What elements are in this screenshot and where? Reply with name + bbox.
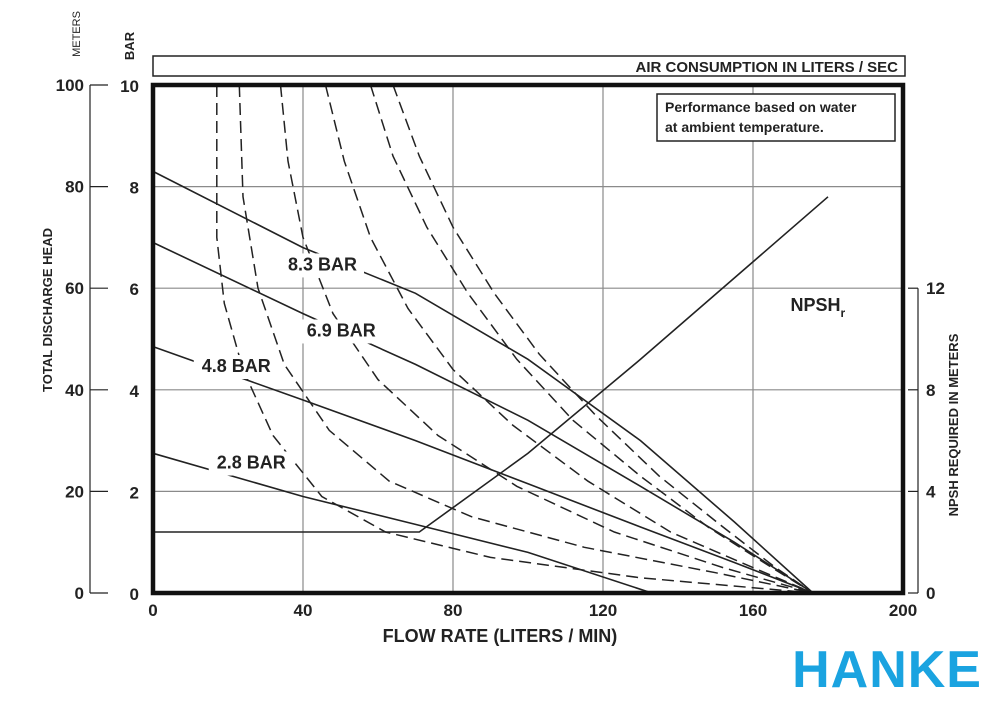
pressure-curve-6-9-BAR [152, 241, 814, 594]
note-line-1: Performance based on water [665, 99, 857, 115]
note-line-2: at ambient temperature. [665, 119, 824, 135]
x-tick-label: 80 [444, 601, 463, 620]
x-tick-label: 200 [889, 601, 917, 620]
pressure-label-bg [208, 451, 293, 476]
y-axis-unit-meters: METERS [71, 11, 83, 57]
y-axis-title-right: NPSH REQUIRED IN METERS [946, 333, 961, 516]
pressure-label-bg [193, 355, 278, 380]
air-curve-12 [279, 84, 814, 594]
bar-tick-label: 2 [130, 483, 139, 502]
pressure-label-bg [280, 253, 364, 278]
bar-tick-label: 10 [120, 77, 139, 96]
air-curve-5 [216, 85, 814, 594]
pressure-curve-2-8-BAR [152, 452, 653, 594]
x-tick-label: 40 [294, 601, 313, 620]
air-consumption-header-box [152, 55, 906, 77]
npsh-tick-label: 4 [926, 482, 936, 501]
air-curve-8 [238, 84, 814, 594]
axes-layer: 5812162022020406080100024681004812040801… [56, 60, 945, 620]
meters-tick-label: 0 [75, 584, 84, 603]
bar-tick-label: 0 [130, 585, 139, 604]
bar-tick-label: 6 [130, 280, 139, 299]
pressure-label: 6.9 BAR [307, 320, 376, 340]
x-tick-label: 120 [589, 601, 617, 620]
meters-tick-label: 100 [56, 76, 84, 95]
pressure-label: 2.8 BAR [217, 453, 286, 473]
npsh-tick-label: 0 [926, 584, 935, 603]
meters-tick-label: 60 [65, 279, 84, 298]
pressure-curve-4-8-BAR [152, 345, 814, 594]
note-box [656, 93, 896, 142]
meters-tick-label: 40 [65, 381, 84, 400]
npsh-curve [153, 196, 829, 533]
pressure-curve-8-3-BAR [152, 170, 814, 594]
npsh-tick-label: 8 [926, 381, 935, 400]
brand-logo: HANKE [792, 641, 982, 699]
air-curve-16 [324, 84, 814, 594]
series-layer: 8.3 BAR 6.9 BAR 4.8 BAR 2.8 BAR NPSHr [152, 84, 846, 594]
y-axis-unit-bar: BAR [122, 31, 137, 60]
plot-frame [150, 82, 906, 596]
x-tick-label: 0 [148, 601, 157, 620]
bar-tick-label: 4 [130, 382, 140, 401]
y-axis-title-left: TOTAL DISCHARGE HEAD [40, 228, 55, 392]
air-curve-20 [369, 84, 814, 594]
npsh-label-subscript: r [841, 306, 846, 320]
meters-tick-label: 20 [65, 482, 84, 501]
meters-tick-label: 80 [65, 178, 84, 197]
x-axis-title: FLOW RATE (LITERS / MIN) [383, 626, 618, 646]
pressure-label: 4.8 BAR [202, 356, 271, 376]
pressure-label-bg [298, 319, 383, 344]
x-tick-label: 160 [739, 601, 767, 620]
pressure-label: 8.3 BAR [288, 254, 357, 274]
bar-tick-label: 8 [130, 179, 139, 198]
air-curve-22 [392, 84, 814, 594]
top-axis-title: AIR CONSUMPTION IN LITERS / SEC [635, 59, 898, 76]
npsh-tick-label: 12 [926, 279, 945, 298]
npsh-label: NPSHr [791, 295, 846, 320]
